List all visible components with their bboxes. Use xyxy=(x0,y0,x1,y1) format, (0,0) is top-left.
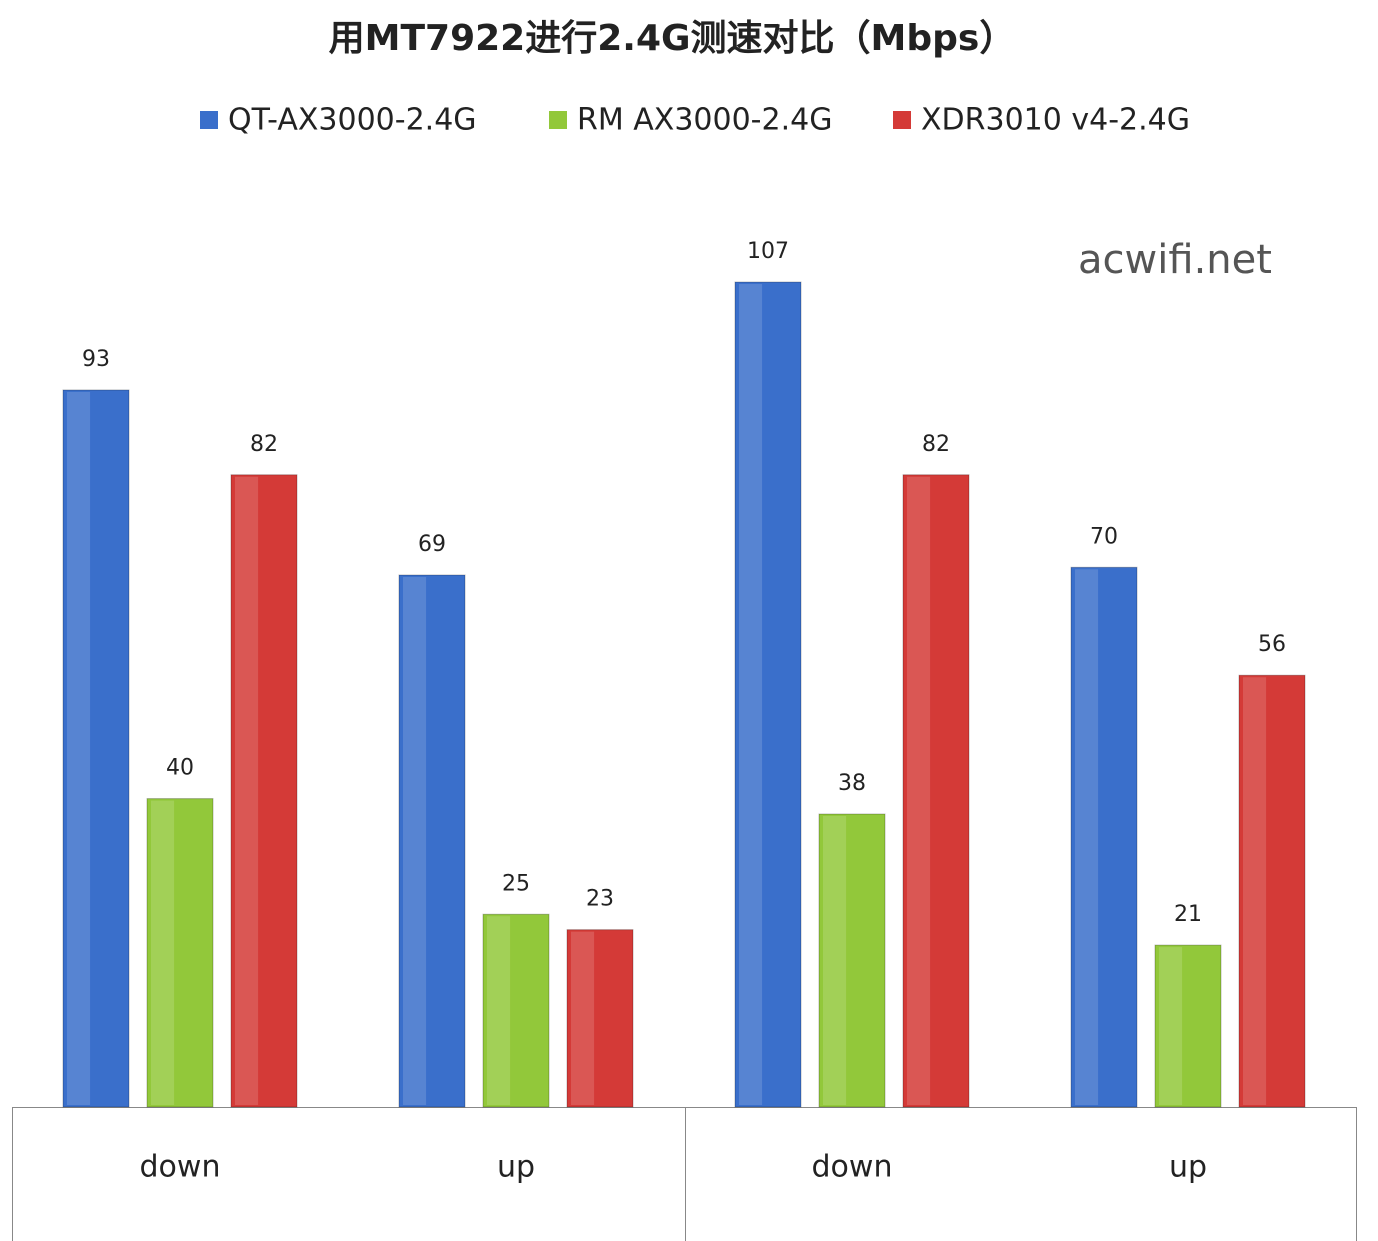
legend-label: XDR3010 v4-2.4G xyxy=(921,103,1190,138)
bar xyxy=(566,929,634,1108)
bar-highlight xyxy=(151,800,175,1105)
value-label: 69 xyxy=(418,532,446,557)
bar-highlight xyxy=(487,916,511,1105)
x-tick-label: down xyxy=(140,1150,221,1185)
value-label: 56 xyxy=(1258,632,1286,657)
bar xyxy=(1238,674,1306,1108)
bar xyxy=(902,474,970,1108)
value-label: 23 xyxy=(586,887,614,912)
value-label: 93 xyxy=(82,347,110,372)
bar xyxy=(230,474,298,1108)
legend-label: RM AX3000-2.4G xyxy=(577,103,832,138)
bar-highlight xyxy=(823,816,847,1105)
bar xyxy=(818,813,886,1108)
value-label: 21 xyxy=(1174,902,1202,927)
watermark: acwifi.net xyxy=(1078,237,1272,283)
legend-swatch xyxy=(549,111,567,129)
x-tick-label: up xyxy=(1169,1150,1207,1185)
bar xyxy=(146,798,214,1108)
x-tick-label: down xyxy=(812,1150,893,1185)
bar-highlight xyxy=(403,577,427,1105)
bar xyxy=(482,913,550,1108)
chart-title: 用MT7922进行2.4G测速对比（Mbps） xyxy=(329,18,1016,59)
legend-swatch xyxy=(893,111,911,129)
bar xyxy=(1070,566,1138,1108)
value-label: 38 xyxy=(838,771,866,796)
x-tick-label: up xyxy=(497,1150,535,1185)
bar-highlight xyxy=(67,391,91,1106)
value-label: 70 xyxy=(1090,524,1118,549)
bar-highlight xyxy=(1243,677,1267,1105)
bar-highlight xyxy=(739,284,763,1105)
value-label: 82 xyxy=(250,432,278,457)
value-label: 25 xyxy=(502,871,530,896)
bar xyxy=(1154,944,1222,1108)
bar-highlight xyxy=(1075,569,1099,1105)
value-label: 107 xyxy=(747,239,789,264)
legend-swatch xyxy=(200,111,218,129)
bar-highlight xyxy=(1159,947,1183,1105)
value-label: 40 xyxy=(166,756,194,781)
bar xyxy=(398,574,466,1108)
bar-highlight xyxy=(571,931,595,1105)
bar xyxy=(62,389,130,1108)
bar xyxy=(734,281,802,1108)
legend-label: QT-AX3000-2.4G xyxy=(228,103,477,138)
bar-highlight xyxy=(907,476,931,1105)
value-label: 82 xyxy=(922,432,950,457)
bar-highlight xyxy=(235,476,259,1105)
